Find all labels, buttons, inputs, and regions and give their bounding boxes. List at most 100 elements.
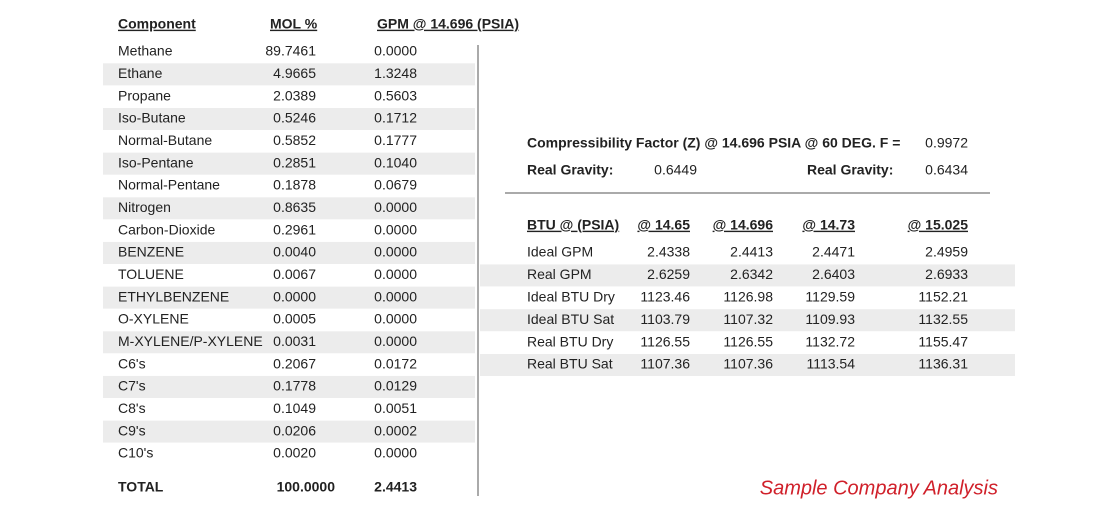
- total-cell: TOTAL: [118, 479, 164, 495]
- cell: 0.5852: [273, 132, 316, 148]
- cell: 1136.31: [918, 356, 968, 372]
- cell: 0.2067: [273, 355, 316, 371]
- row-stripe: [103, 241, 475, 264]
- row-stripe: [103, 331, 475, 354]
- footer: Sample Company Analysis: [760, 477, 998, 499]
- cell: Ideal GPM: [527, 244, 593, 260]
- cell: 2.4413: [730, 244, 773, 260]
- total-cell: 2.4413: [374, 479, 417, 495]
- cell: 4.9665: [273, 65, 316, 81]
- cell: 0.0000: [374, 221, 417, 237]
- column-header: @ 14.696: [713, 217, 774, 233]
- cell: TOLUENE: [118, 266, 184, 282]
- cell: 1109.93: [805, 311, 855, 327]
- cell: 0.0040: [273, 244, 316, 260]
- cell: M-XYLENE/P-XYLENE: [118, 333, 263, 349]
- cell: 1126.55: [723, 333, 773, 349]
- cell: 1129.59: [805, 289, 855, 305]
- row-stripe: [480, 309, 1015, 332]
- column-header: @ 14.65: [637, 217, 690, 233]
- cell: 0.0000: [273, 288, 316, 304]
- cell: 0.0129: [374, 378, 417, 394]
- row-stripe: [103, 286, 475, 309]
- cell: 1152.21: [918, 289, 968, 305]
- cell: 1103.79: [640, 311, 690, 327]
- cell: Iso-Butane: [118, 110, 186, 126]
- cell: 0.5603: [374, 87, 417, 103]
- cell: 0.1712: [374, 110, 417, 126]
- total-cell: 100.0000: [277, 479, 336, 495]
- cell: 0.0000: [374, 445, 417, 461]
- cell: 1113.54: [806, 356, 855, 372]
- cell: 1126.98: [723, 289, 773, 305]
- cell: 0.8635: [273, 199, 316, 215]
- cell: 1132.72: [805, 333, 855, 349]
- cell: 0.1778: [273, 378, 316, 394]
- cell: Carbon-Dioxide: [118, 221, 215, 237]
- column-header: Component: [118, 16, 196, 32]
- cell: 2.6933: [925, 266, 968, 282]
- cell: 0.2961: [273, 221, 316, 237]
- gravity-value: 0.6449: [654, 162, 697, 178]
- cell: 89.7461: [265, 43, 316, 59]
- column-header: @ 15.025: [908, 217, 969, 233]
- cell: Ideal BTU Sat: [527, 311, 614, 327]
- cell: 0.0000: [374, 333, 417, 349]
- cell: Normal-Butane: [118, 132, 212, 148]
- row-stripe: [480, 264, 1015, 287]
- cell: 0.0679: [374, 177, 417, 193]
- cell: 0.1040: [374, 154, 417, 170]
- row-stripe: [103, 152, 475, 175]
- row-stripe: [103, 63, 475, 86]
- cell: 1.3248: [374, 65, 417, 81]
- cell: 0.0206: [273, 422, 316, 438]
- cell: 1107.32: [723, 311, 773, 327]
- cell: Nitrogen: [118, 199, 171, 215]
- cell: Propane: [118, 87, 171, 103]
- cell: 0.0000: [374, 266, 417, 282]
- row-stripe: [103, 420, 475, 443]
- cell: 0.0000: [374, 43, 417, 59]
- cell: 0.0002: [374, 422, 417, 438]
- cell: ETHYLBENZENE: [118, 288, 229, 304]
- cell: C6's: [118, 355, 146, 371]
- cell: O-XYLENE: [118, 311, 189, 327]
- gravity-label: Real Gravity:: [527, 162, 613, 178]
- column-header: BTU @ (PSIA): [527, 217, 619, 233]
- column-header: MOL %: [270, 16, 318, 32]
- cell: 0.0051: [374, 400, 417, 416]
- cell: Normal-Pentane: [118, 177, 220, 193]
- cell: 0.0031: [273, 333, 316, 349]
- cell: 2.4471: [812, 244, 855, 260]
- cell: BENZENE: [118, 244, 184, 260]
- cell: 0.0020: [273, 445, 316, 461]
- cell: 1107.36: [640, 356, 690, 372]
- cell: 0.1777: [374, 132, 417, 148]
- cell: 0.2851: [273, 154, 316, 170]
- cell: 0.0000: [374, 199, 417, 215]
- cell: 1126.55: [640, 333, 690, 349]
- cell: 0.0005: [273, 311, 316, 327]
- cell: Real BTU Sat: [527, 356, 613, 372]
- cell: 1123.46: [640, 289, 690, 305]
- cell: 2.4959: [925, 244, 968, 260]
- cell: 1107.36: [723, 356, 773, 372]
- cell: 0.0067: [273, 266, 316, 282]
- cell: Ethane: [118, 65, 163, 81]
- row-stripe: [103, 107, 475, 130]
- cell: Iso-Pentane: [118, 154, 194, 170]
- cell: 0.1049: [273, 400, 316, 416]
- cell: Methane: [118, 43, 173, 59]
- cell: 0.0000: [374, 244, 417, 260]
- cell: C8's: [118, 400, 146, 416]
- row-stripe: [103, 197, 475, 220]
- cell: 0.0000: [374, 288, 417, 304]
- cell: 1132.55: [918, 311, 968, 327]
- column-header: GPM @ 14.696 (PSIA): [377, 16, 519, 32]
- gravity-label: Real Gravity:: [807, 162, 893, 178]
- gravity-value: 0.6434: [925, 162, 968, 178]
- cell: 0.5246: [273, 110, 316, 126]
- cell: C7's: [118, 378, 146, 394]
- cell: 2.4338: [647, 244, 690, 260]
